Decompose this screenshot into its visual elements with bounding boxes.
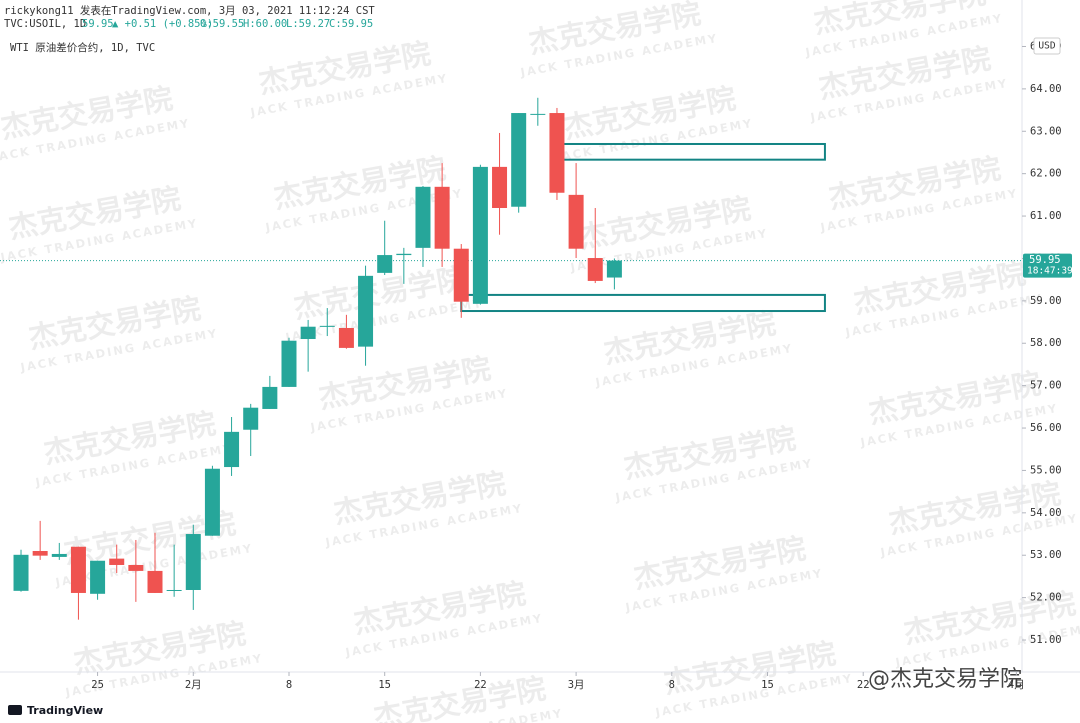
candle-body [224,431,240,468]
x-tick-label: 4月 [1008,679,1025,691]
y-tick-label: 64.00 [1030,83,1062,95]
signature: @杰克交易学院 [868,667,1022,692]
candle-body [70,546,86,593]
x-tick-label: 15 [378,679,391,691]
candle-body [511,113,527,207]
header-change: ▲ +0.51 (+0.85%) [112,18,213,30]
y-tick-label: 51.00 [1030,634,1062,646]
x-tick-label: 8 [669,679,675,691]
candle-body [568,194,584,249]
candle-body [90,560,106,594]
candle-body [472,166,488,304]
footer-brand: TradingView [27,704,103,717]
candle-body [166,589,182,591]
last-price-label: 59.95 [1029,254,1061,266]
countdown-label: 18:47:39 [1027,266,1073,277]
candle-body [51,553,67,557]
header-high: H:60.00 [243,18,287,30]
chart-title: WTI 原油差价合约, 1D, TVC [10,41,155,54]
candle-body [358,275,374,347]
header-symbol: TVC:USOIL, 1D [4,18,86,30]
x-tick-label: 3月 [568,679,585,691]
candle-body [606,260,622,278]
candle-body [281,340,297,387]
candle-body [338,327,354,348]
candle-body [147,570,163,593]
candle-body [587,258,603,281]
y-tick-label: 53.00 [1030,549,1062,561]
y-tick-label: 61.00 [1030,210,1062,222]
x-tick-label: 8 [286,679,292,691]
x-tick-label: 15 [761,679,774,691]
candle-body [185,534,201,590]
header-close: C:59.95 [329,18,373,30]
candle-body [32,550,48,556]
y-tick-label: 54.00 [1030,507,1062,519]
candle-body [453,248,469,302]
header-line1: rickykong11 发表在TradingView.com, 3月 03, 2… [4,4,375,17]
x-tick-label: 22 [474,679,487,691]
candle-body [204,468,220,536]
candle-body [492,166,508,209]
candle-body [396,253,412,256]
x-tick-label: 2月 [185,679,202,691]
y-tick-label: 57.00 [1030,380,1062,392]
currency-label: USD [1038,41,1055,52]
candle-body [319,325,335,327]
x-tick-label: 22 [857,679,870,691]
candle-body [262,386,278,409]
candle-body [549,113,565,193]
y-tick-label: 59.00 [1030,295,1062,307]
candle-body [128,564,144,571]
y-tick-label: 62.00 [1030,168,1062,180]
candle-body [109,558,125,565]
candle-body [243,407,259,430]
y-tick-label: 56.00 [1030,422,1062,434]
y-tick-label: 52.00 [1030,592,1062,604]
header-last: 59.95 [82,18,114,30]
candle-body [377,255,393,273]
candle-body [13,554,29,591]
candle-body [530,113,546,115]
candle-body [415,186,431,248]
y-tick-label: 58.00 [1030,337,1062,349]
footer-logo: TradingView [8,704,103,717]
y-tick-label: 63.00 [1030,125,1062,137]
last-price-box [1023,253,1072,278]
x-tick-label: 25 [91,679,104,691]
header-low: L:59.27 [286,18,330,30]
header-open: O:59.55 [200,18,244,30]
currency-box [1033,37,1061,55]
candle-body [300,326,316,340]
candle-body [434,186,450,249]
y-tick-label: 55.00 [1030,464,1062,476]
